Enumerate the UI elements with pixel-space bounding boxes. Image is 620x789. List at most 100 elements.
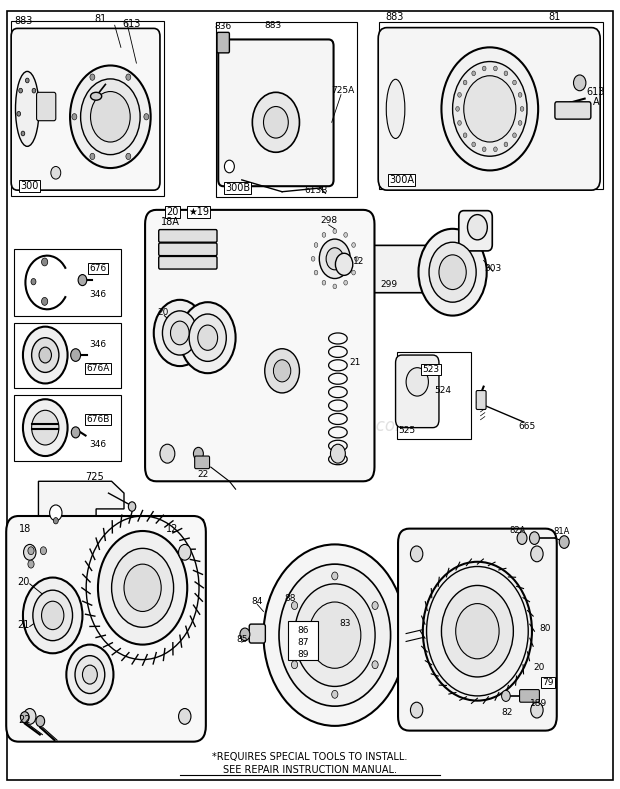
Circle shape — [40, 547, 46, 555]
Text: 346: 346 — [89, 340, 107, 350]
Circle shape — [128, 502, 136, 511]
FancyBboxPatch shape — [476, 391, 486, 409]
Text: 613: 613 — [123, 20, 141, 29]
Bar — [11, 519, 203, 735]
Circle shape — [224, 160, 234, 173]
Text: 883: 883 — [385, 13, 404, 22]
Circle shape — [332, 572, 338, 580]
Circle shape — [372, 661, 378, 669]
Circle shape — [319, 239, 350, 279]
Text: 12: 12 — [353, 257, 365, 267]
Text: 82: 82 — [502, 708, 513, 717]
Text: 676A: 676A — [86, 364, 110, 373]
Circle shape — [20, 712, 29, 723]
Circle shape — [273, 360, 291, 382]
FancyBboxPatch shape — [159, 230, 217, 242]
Text: 22: 22 — [198, 470, 209, 480]
Circle shape — [343, 233, 347, 237]
Circle shape — [78, 275, 87, 286]
Circle shape — [504, 142, 508, 147]
Text: 81: 81 — [549, 13, 561, 22]
FancyBboxPatch shape — [520, 690, 539, 702]
Circle shape — [352, 270, 355, 275]
Circle shape — [467, 215, 487, 240]
Circle shape — [531, 702, 543, 718]
Ellipse shape — [91, 92, 102, 100]
Text: 21: 21 — [17, 620, 30, 630]
Text: 300A: 300A — [389, 175, 414, 185]
Text: 12: 12 — [166, 524, 179, 533]
FancyBboxPatch shape — [459, 211, 492, 251]
Circle shape — [311, 256, 315, 261]
Circle shape — [180, 302, 236, 373]
Bar — [11, 21, 164, 196]
Text: 299: 299 — [381, 279, 398, 289]
Circle shape — [330, 444, 345, 463]
Circle shape — [17, 111, 20, 116]
Circle shape — [529, 532, 539, 544]
Text: 20: 20 — [157, 308, 168, 317]
Circle shape — [91, 92, 130, 142]
Circle shape — [482, 147, 486, 151]
Circle shape — [240, 628, 250, 641]
Text: 665: 665 — [518, 421, 536, 431]
Circle shape — [193, 447, 203, 460]
FancyBboxPatch shape — [159, 243, 217, 256]
Circle shape — [410, 702, 423, 718]
Text: 676B: 676B — [86, 415, 110, 424]
Circle shape — [71, 427, 80, 438]
Text: 79: 79 — [542, 678, 554, 687]
Bar — [14, 249, 121, 316]
Text: ★19: ★19 — [188, 208, 209, 217]
Circle shape — [355, 256, 358, 261]
Circle shape — [472, 142, 476, 147]
Circle shape — [439, 255, 466, 290]
Bar — [216, 22, 357, 197]
Circle shape — [23, 327, 68, 383]
Circle shape — [265, 349, 299, 393]
Circle shape — [50, 505, 62, 521]
Text: 86: 86 — [298, 626, 309, 635]
Circle shape — [456, 604, 499, 659]
Circle shape — [19, 88, 22, 93]
Circle shape — [494, 66, 497, 71]
Bar — [14, 323, 121, 388]
Circle shape — [458, 121, 461, 125]
Circle shape — [71, 349, 81, 361]
Circle shape — [518, 92, 522, 97]
Circle shape — [31, 279, 36, 285]
Circle shape — [531, 546, 543, 562]
Text: 346: 346 — [89, 290, 107, 299]
Circle shape — [66, 645, 113, 705]
Text: 189: 189 — [529, 699, 547, 709]
Text: eReplacementParts.com: eReplacementParts.com — [208, 417, 412, 435]
Circle shape — [21, 131, 25, 136]
Bar — [14, 395, 121, 461]
Text: 613: 613 — [586, 87, 604, 96]
Bar — [397, 352, 471, 439]
Text: 613B: 613B — [304, 186, 328, 196]
Circle shape — [482, 66, 486, 71]
FancyBboxPatch shape — [218, 39, 334, 186]
Circle shape — [456, 107, 459, 111]
Circle shape — [458, 92, 461, 97]
Circle shape — [279, 564, 391, 706]
Circle shape — [429, 242, 476, 302]
Text: 89: 89 — [298, 649, 309, 659]
Text: 81A: 81A — [553, 527, 569, 537]
Text: 523: 523 — [422, 365, 440, 374]
Circle shape — [372, 601, 378, 609]
Circle shape — [332, 690, 338, 698]
Circle shape — [160, 444, 175, 463]
Circle shape — [513, 133, 516, 137]
Circle shape — [33, 590, 73, 641]
Circle shape — [98, 531, 187, 645]
Ellipse shape — [386, 80, 405, 139]
Ellipse shape — [16, 72, 39, 147]
Circle shape — [198, 325, 218, 350]
Circle shape — [291, 601, 298, 609]
Text: 20: 20 — [534, 663, 545, 672]
Circle shape — [72, 114, 77, 120]
Circle shape — [179, 544, 191, 560]
Text: 300B: 300B — [225, 183, 250, 193]
